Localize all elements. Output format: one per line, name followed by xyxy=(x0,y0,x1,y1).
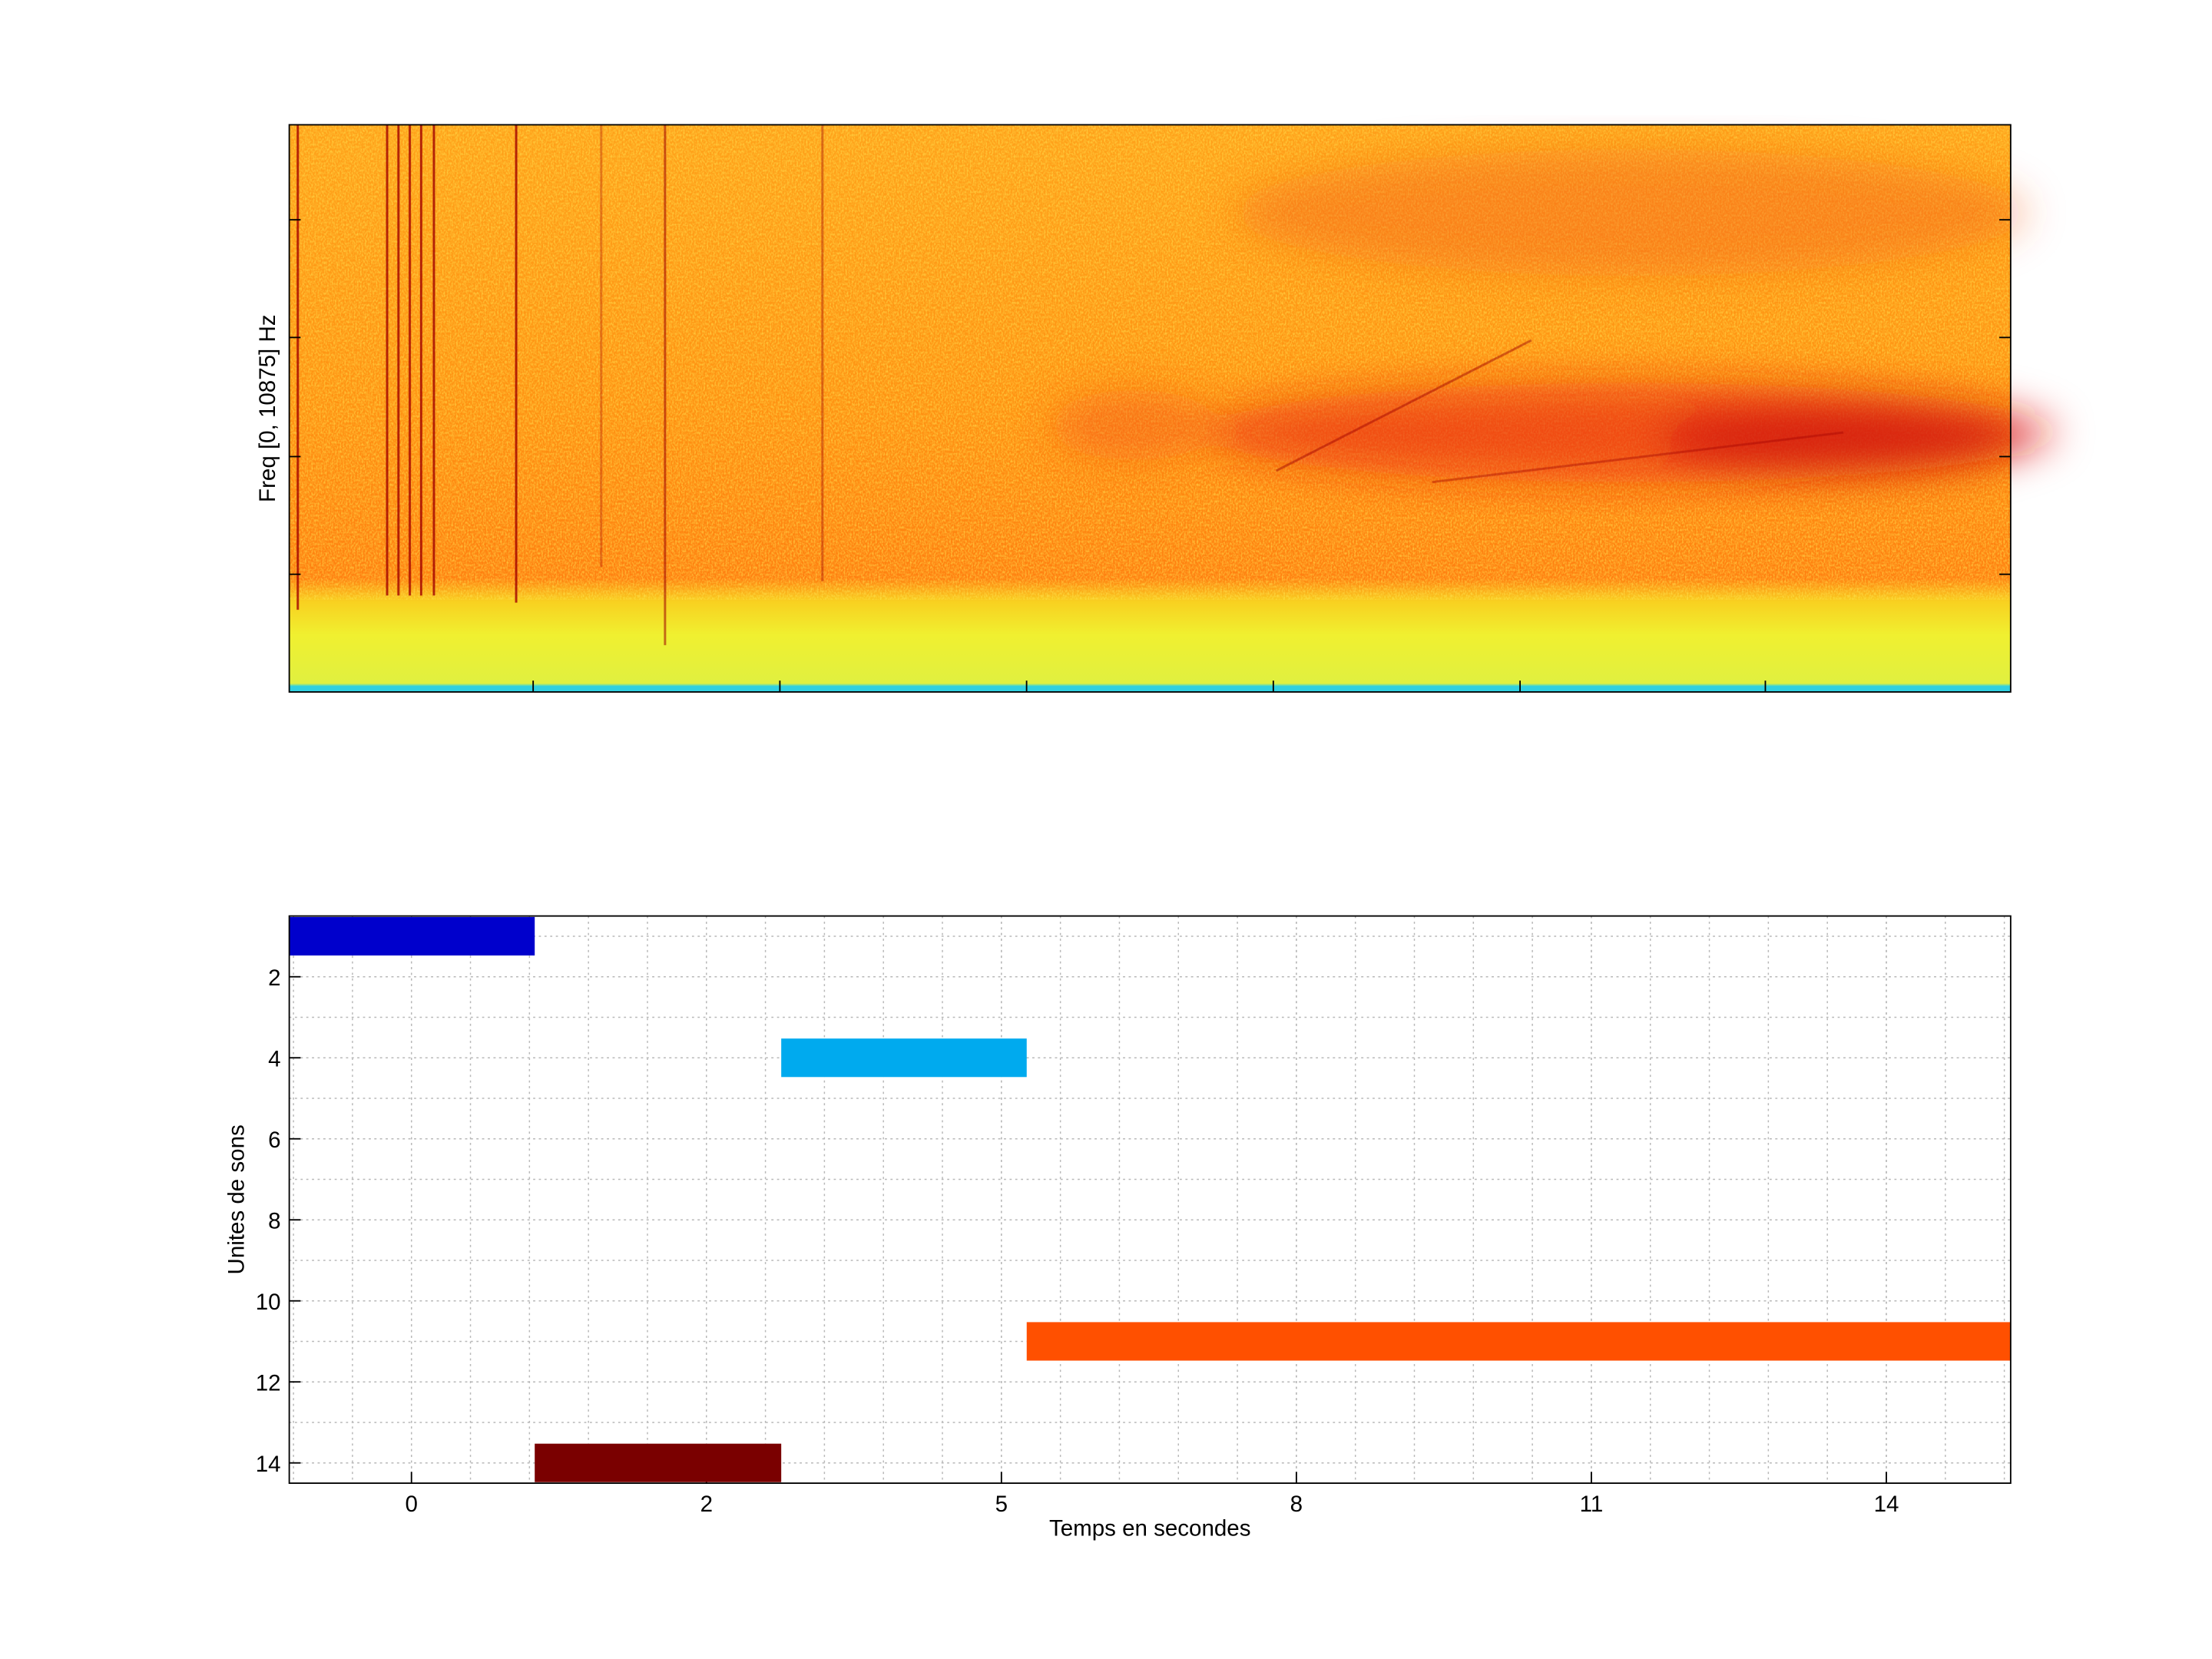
x-tick-label: 5 xyxy=(995,1492,1008,1517)
spectrogram-ticks xyxy=(289,219,2011,692)
y-tick-label: 8 xyxy=(268,1208,280,1233)
x-tick-label: 14 xyxy=(1874,1492,1899,1517)
y-tick-label: 14 xyxy=(256,1452,281,1477)
x-tick-label: 0 xyxy=(406,1492,418,1517)
spectrogram-energy xyxy=(1049,148,2056,482)
spectrogram-panel: Freq [0, 10875] Hz xyxy=(255,124,2056,693)
y-tick-label: 6 xyxy=(268,1128,280,1153)
x-tick-label: 8 xyxy=(1290,1492,1303,1517)
y-tick-label: 4 xyxy=(268,1046,280,1071)
x-tick-label: 11 xyxy=(1580,1492,1604,1517)
bar xyxy=(289,916,535,956)
y-axis-label: Unites de sons xyxy=(224,1124,250,1274)
x-axis-label: Temps en secondes xyxy=(1049,1515,1251,1541)
spectrogram-frame xyxy=(288,124,2012,693)
y-tick-label: 2 xyxy=(268,965,280,991)
units-chart: 0 2 5 8 11 14 2 4 6 8 10 12 14 Temps en secondes Unite… xyxy=(224,915,2012,1541)
y-tick-label: 10 xyxy=(256,1290,281,1315)
bar xyxy=(781,1038,1027,1078)
y-tick-label: 12 xyxy=(256,1370,281,1396)
spectrogram-y-label: Freq [0, 10875] Hz xyxy=(255,314,280,502)
spectrogram-clicks xyxy=(296,124,1844,645)
plot-frame xyxy=(288,915,2012,1485)
bar xyxy=(535,1443,782,1482)
x-tick-label: 2 xyxy=(700,1492,713,1517)
bar xyxy=(1026,1322,2011,1361)
